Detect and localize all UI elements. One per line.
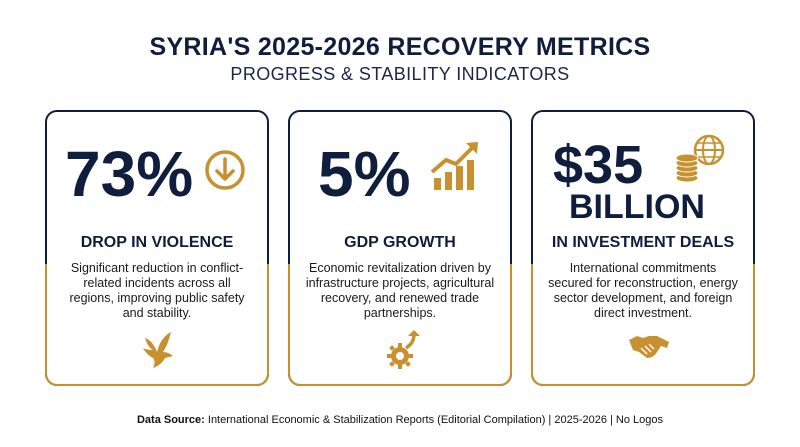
metric-card-investment: $35 BILLION IN INVESTMENT DEALS Internat… <box>531 110 755 386</box>
growth-chart-icon <box>428 140 482 199</box>
source-label: Data Source: <box>136 414 205 426</box>
metric-card-violence: 73% DROP IN VIOLENCE Significant reducti… <box>45 110 269 386</box>
metric-value: 5% <box>318 138 411 210</box>
coins-globe-icon <box>673 132 727 189</box>
metric-description: International commitments secured for re… <box>548 261 738 320</box>
page-title: SYRIA'S 2025-2026 RECOVERY METRICS <box>149 33 651 61</box>
metric-value: 73% <box>65 138 194 210</box>
handshake-icon <box>627 330 671 367</box>
metric-value-unit: BILLION <box>569 188 705 226</box>
down-arrow-circle-icon <box>203 148 247 197</box>
gear-arrow-icon <box>384 330 424 375</box>
data-source-footer: Data Source: International Economic & St… <box>0 414 800 426</box>
metric-heading: GDP GROWTH <box>344 234 456 251</box>
metric-card-gdp: 5% GDP GROWTH Economic revitalization dr… <box>288 110 512 386</box>
metric-description: Significant reduction in conflict-relate… <box>69 261 245 320</box>
metric-value: $35 <box>553 135 644 195</box>
metric-heading: IN INVESTMENT DEALS <box>551 234 735 251</box>
metric-description: Economic revitalization driven by infras… <box>305 261 495 320</box>
dove-icon <box>141 330 177 375</box>
source-text: International Economic & Stabilization R… <box>204 414 664 426</box>
metric-heading: DROP IN VIOLENCE <box>80 234 234 251</box>
page-subtitle: PROGRESS & STABILITY INDICATORS <box>230 64 570 84</box>
